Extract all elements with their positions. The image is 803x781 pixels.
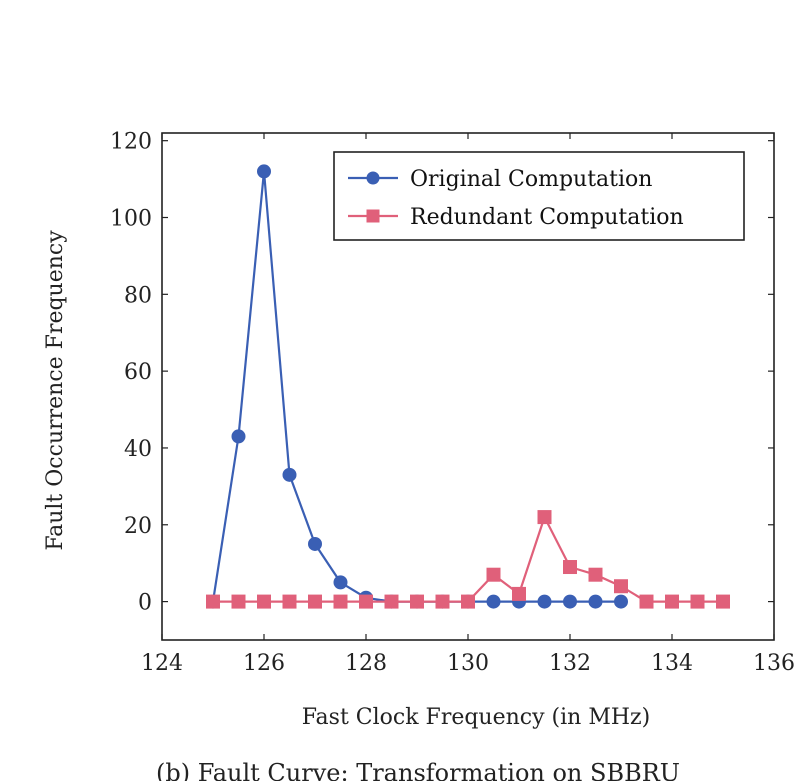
y-tick-label: 60 [124, 360, 152, 385]
data-point-redundant-computation [512, 586, 526, 601]
data-point-original-computation [588, 594, 603, 609]
x-tick-label: 124 [141, 651, 183, 676]
x-tick-label: 134 [651, 651, 693, 676]
data-point-original-computation [308, 536, 322, 551]
data-point-redundant-computation [690, 594, 705, 609]
data-point-redundant-computation [333, 594, 348, 609]
data-point-original-computation [231, 429, 246, 444]
data-point-original-computation [257, 164, 271, 179]
data-point-redundant-computation [257, 594, 271, 609]
data-point-redundant-computation [537, 510, 552, 525]
data-point-redundant-computation [461, 594, 475, 609]
data-point-original-computation [614, 594, 628, 609]
y-tick-label: 80 [124, 283, 152, 308]
data-point-original-computation [537, 594, 552, 609]
legend-marker-redundant-computation [366, 209, 380, 223]
y-tick-label: 120 [110, 130, 152, 155]
data-point-redundant-computation [206, 594, 220, 609]
data-point-original-computation [333, 575, 348, 590]
y-tick-label: 20 [124, 514, 152, 539]
data-point-redundant-computation [282, 594, 297, 609]
data-point-redundant-computation [665, 594, 679, 609]
data-point-redundant-computation [308, 594, 322, 609]
y-tick-label: 40 [124, 437, 152, 462]
x-tick-label: 126 [243, 651, 285, 676]
legend-box [333, 151, 745, 241]
x-tick-label: 128 [345, 651, 387, 676]
data-point-redundant-computation [639, 594, 654, 609]
data-point-original-computation [563, 594, 577, 609]
x-axis-title: Fast Clock Frequency (in MHz) [302, 705, 650, 730]
data-point-redundant-computation [384, 594, 399, 609]
data-point-redundant-computation [563, 560, 577, 575]
legend-marker-original-computation [366, 171, 380, 185]
y-tick-label: 100 [110, 207, 152, 232]
legend-label-original-computation: Original Computation [410, 167, 652, 192]
y-axis-title: Fault Occurrence Frequency [43, 230, 68, 551]
series-line-redundant-computation [213, 514, 723, 603]
data-point-redundant-computation [614, 579, 628, 594]
data-point-redundant-computation [410, 594, 424, 609]
y-tick-label: 0 [138, 591, 152, 616]
data-point-original-computation [486, 594, 501, 609]
x-tick-label: 136 [753, 651, 795, 676]
data-point-redundant-computation [588, 567, 603, 582]
data-point-redundant-computation [716, 594, 730, 609]
figure-caption: (b) Fault Curve: Transformation on SBBRU [156, 759, 680, 781]
data-point-redundant-computation [435, 594, 450, 609]
legend-label-redundant-computation: Redundant Computation [410, 205, 684, 230]
data-point-redundant-computation [359, 594, 373, 609]
data-point-redundant-computation [231, 594, 246, 609]
x-tick-label: 130 [447, 651, 489, 676]
data-point-redundant-computation [486, 567, 501, 582]
x-tick-label: 132 [549, 651, 591, 676]
data-point-original-computation [282, 467, 297, 482]
